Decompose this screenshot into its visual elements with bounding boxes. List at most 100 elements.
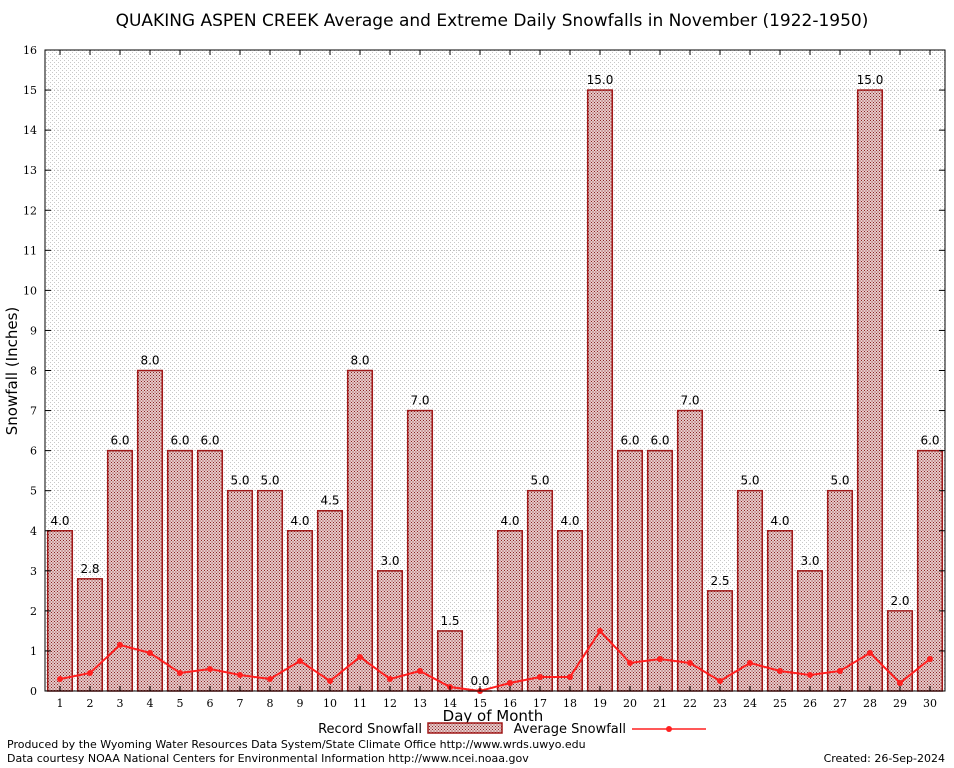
record-bar-label: 3.0 [380, 554, 399, 568]
record-bar-label: 4.0 [560, 514, 579, 528]
x-tick-label: 8 [267, 697, 274, 710]
record-bar-label: 6.0 [650, 434, 669, 448]
average-point [657, 655, 663, 662]
x-tick-label: 10 [323, 697, 337, 710]
record-bar-label: 3.0 [800, 554, 819, 568]
average-point [747, 659, 753, 666]
y-tick-label: 12 [23, 204, 37, 217]
x-tick-label: 22 [683, 697, 697, 710]
average-point [507, 679, 513, 686]
record-bar [526, 489, 554, 692]
record-bar [106, 449, 134, 692]
record-bar [256, 489, 284, 692]
average-point [117, 641, 123, 648]
x-tick-label: 5 [177, 697, 184, 710]
y-tick-label: 13 [23, 164, 37, 177]
record-bar-label: 8.0 [140, 354, 159, 368]
x-tick-label: 28 [863, 697, 877, 710]
y-tick-label: 11 [23, 244, 37, 257]
x-tick-label: 1 [57, 697, 64, 710]
average-point [867, 649, 873, 656]
average-point [567, 673, 573, 680]
x-tick-label: 12 [383, 697, 397, 710]
record-bar-label: 4.0 [290, 514, 309, 528]
record-bar-label: 5.0 [260, 474, 279, 488]
y-tick-label: 2 [30, 605, 37, 618]
x-tick-label: 23 [713, 697, 727, 710]
y-tick-label: 5 [30, 485, 37, 498]
x-tick-label: 24 [743, 697, 757, 710]
x-axis-label: Day of Month [443, 707, 544, 725]
average-point [147, 649, 153, 656]
average-point [687, 659, 693, 666]
y-tick-label: 6 [30, 445, 37, 458]
y-tick-label: 7 [30, 405, 37, 418]
average-point [267, 675, 273, 682]
x-tick-label: 4 [147, 697, 154, 710]
average-point [837, 667, 843, 674]
average-point [357, 653, 363, 660]
average-point [237, 671, 243, 678]
record-bar [376, 570, 404, 692]
legend-average-marker [666, 726, 672, 732]
record-bar-label: 6.0 [110, 434, 129, 448]
legend-record-swatch [427, 722, 503, 734]
record-bar-label: 5.0 [830, 474, 849, 488]
record-bar [796, 570, 824, 692]
x-tick-label: 15 [473, 697, 487, 710]
bar-labels: 4.0 2.8 6.0 8.0 6.0 6.0 5.0 5.0 4.0 4.5 8.0 3.0 7.0 1… [50, 73, 939, 688]
y-tick-label: 14 [23, 124, 37, 137]
y-tick-label: 8 [30, 365, 37, 378]
average-point [897, 679, 903, 686]
average-point [597, 627, 603, 634]
x-tick-label: 14 [443, 697, 457, 710]
average-point [57, 675, 63, 682]
average-point [927, 655, 933, 662]
record-bar [586, 89, 614, 692]
x-axis-ticks: 1 2 3 4 5 6 7 8 9 10 11 12 13 14 15 16 17 18 19 20 21 22 23 24 2… [57, 50, 937, 710]
record-bar [496, 530, 524, 692]
record-bar-label: 6.0 [170, 434, 189, 448]
record-bar [316, 509, 344, 692]
record-bar [616, 449, 644, 692]
y-tick-label: 4 [30, 525, 37, 538]
x-tick-label: 26 [803, 697, 817, 710]
record-bar-label: 6.0 [200, 434, 219, 448]
record-bar [46, 530, 74, 692]
record-bar [676, 409, 704, 692]
record-bar-label: 7.0 [410, 394, 429, 408]
gridlines [45, 89, 945, 652]
x-tick-label: 25 [773, 697, 787, 710]
record-bar [766, 530, 794, 692]
average-series-line [59, 629, 931, 693]
record-bar [346, 369, 374, 692]
average-point [777, 667, 783, 674]
y-tick-label: 10 [23, 284, 37, 297]
y-tick-label: 3 [30, 565, 37, 578]
record-bar-label: 15.0 [857, 73, 884, 87]
x-tick-label: 9 [297, 697, 304, 710]
x-tick-label: 30 [923, 697, 937, 710]
record-bar-label: 5.0 [230, 474, 249, 488]
x-tick-label: 27 [833, 697, 847, 710]
x-tick-label: 29 [893, 697, 907, 710]
chart-title: QUAKING ASPEN CREEK Average and Extreme … [116, 11, 869, 31]
bars [46, 89, 944, 692]
y-tick-label: 1 [30, 645, 37, 658]
footer-source: Data courtesy NOAA National Centers for … [7, 752, 529, 765]
x-tick-label: 20 [623, 697, 637, 710]
record-bar [406, 409, 434, 692]
record-bar-label: 15.0 [587, 73, 614, 87]
record-bar-label: 0.0 [470, 674, 489, 688]
x-tick-label: 18 [563, 697, 577, 710]
record-bar-label: 2.0 [890, 594, 909, 608]
average-line [57, 627, 933, 694]
record-bar-label: 6.0 [620, 434, 639, 448]
average-point [717, 677, 723, 684]
x-tick-label: 21 [653, 697, 667, 710]
record-bar [196, 449, 224, 692]
record-bar-label: 4.0 [50, 514, 69, 528]
record-bar-label: 6.0 [920, 434, 939, 448]
